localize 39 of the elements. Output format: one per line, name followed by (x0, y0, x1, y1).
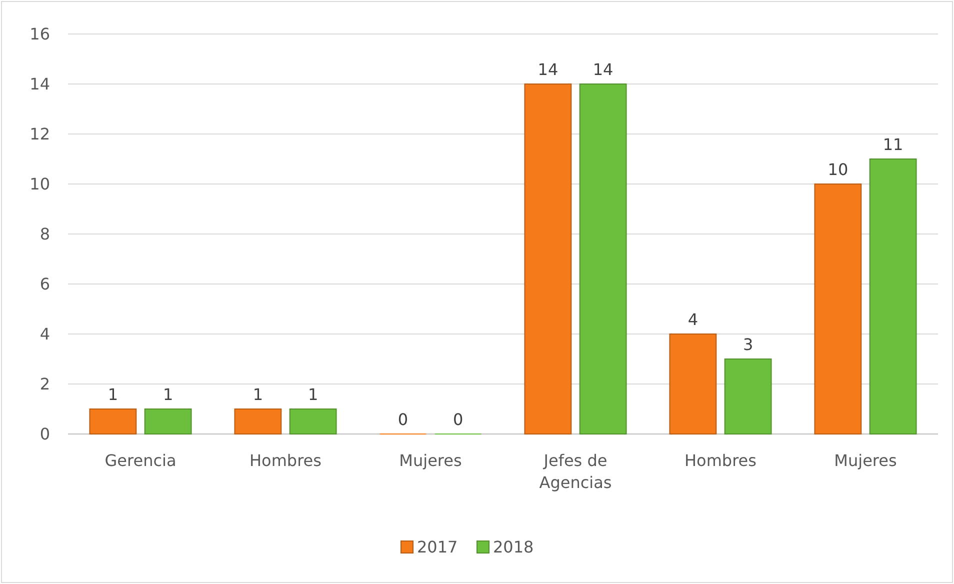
bar (144, 408, 192, 434)
data-label: 1 (162, 385, 174, 404)
y-tick-label: 2 (40, 374, 50, 394)
legend-label: 2017 (417, 538, 458, 557)
bar (289, 408, 337, 434)
bar (89, 408, 137, 434)
data-label: 1 (252, 385, 264, 404)
y-tick-label: 12 (30, 124, 50, 144)
y-tick-label: 6 (40, 274, 50, 294)
bar (524, 84, 572, 434)
y-tick-label: 4 (40, 324, 50, 344)
data-label: 14 (538, 60, 558, 79)
data-label: 0 (452, 410, 464, 429)
bar (814, 184, 862, 434)
y-tick-label: 16 (30, 24, 50, 44)
data-label: 11 (882, 135, 904, 154)
data-label: 14 (592, 60, 614, 79)
bar (579, 84, 627, 434)
bar (234, 408, 282, 434)
legend-label: 2018 (493, 538, 534, 557)
x-tick-label: Gerencia (104, 451, 176, 470)
y-tick-label: 10 (30, 174, 50, 194)
x-tick-label: Mujeres (834, 451, 897, 470)
data-label: 10 (828, 160, 848, 179)
x-tick-label: Jefes de Agencias (539, 451, 612, 492)
data-label: 4 (688, 310, 698, 329)
bar (669, 334, 717, 434)
data-label: 1 (108, 385, 118, 404)
x-tick-label: Hombres (250, 451, 322, 470)
bar (869, 158, 917, 434)
x-tick-label: Mujeres (399, 451, 462, 470)
data-label: 0 (398, 410, 408, 429)
data-label: 3 (742, 335, 754, 354)
data-label: 1 (308, 385, 318, 404)
x-tick-label: Hombres (684, 451, 756, 470)
y-tick-label: 14 (30, 74, 50, 94)
bar (724, 358, 772, 434)
y-tick-label: 8 (40, 224, 50, 244)
y-tick-label: 0 (40, 424, 50, 444)
